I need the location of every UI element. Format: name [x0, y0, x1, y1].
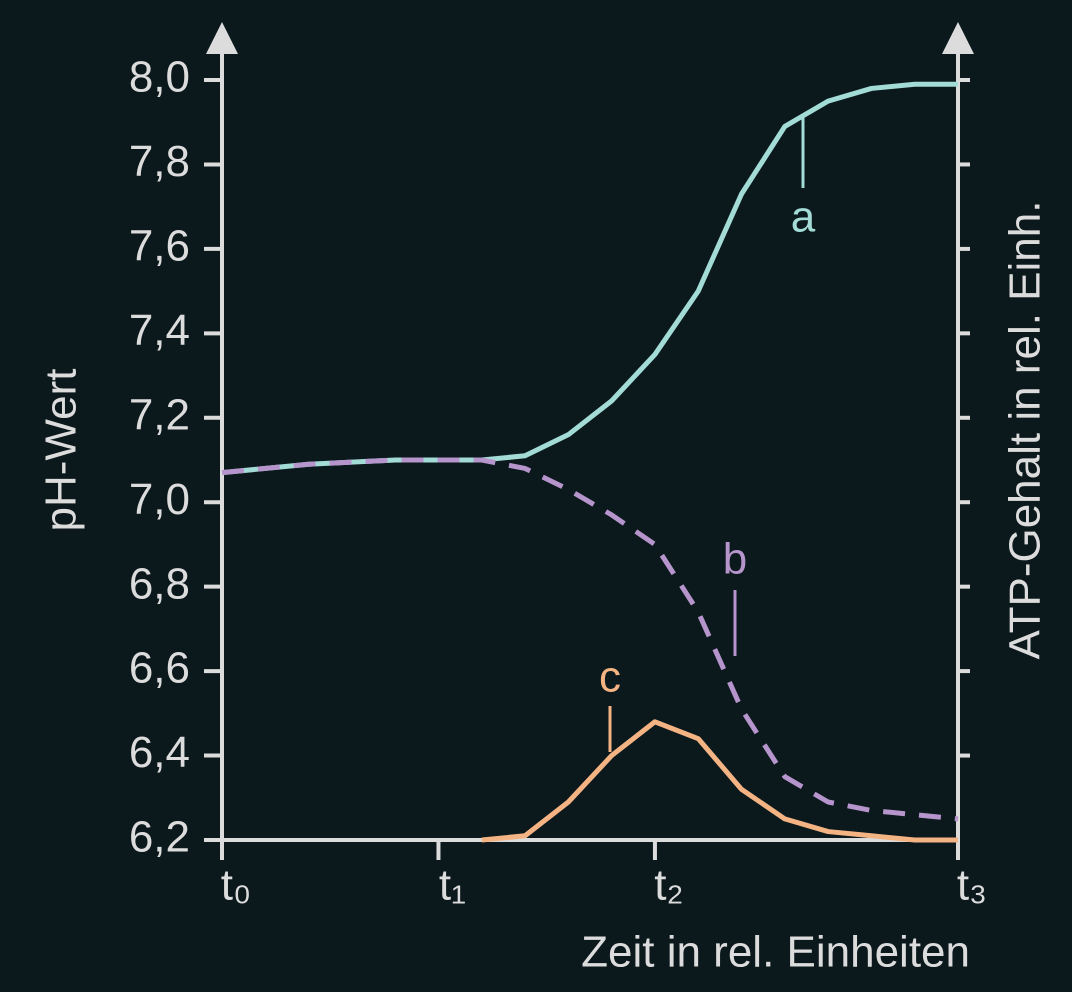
x-tick-label: t₀	[221, 861, 252, 910]
y-tick-label: 8,0	[129, 53, 190, 102]
y-tick-label: 6,4	[129, 728, 190, 777]
y-tick-label: 7,0	[129, 475, 190, 524]
y-tick-label: 6,6	[129, 644, 190, 693]
x-tick-label: t₃	[957, 861, 987, 910]
y2-axis-arrow	[942, 22, 974, 54]
y-axis-title: pH-Wert	[37, 369, 86, 532]
series-label: b	[723, 535, 747, 584]
y-tick-label: 7,6	[129, 222, 190, 271]
x-tick-label: t₂	[654, 861, 683, 910]
y2-axis-title: ATP-Gehalt in rel. Einh.	[1001, 201, 1050, 660]
x-axis-title: Zeit in rel. Einheiten	[581, 928, 970, 977]
y-axis-arrow	[206, 22, 238, 54]
y-tick-label: 6,2	[129, 813, 190, 862]
series-label: a	[791, 193, 816, 242]
series-line	[481, 719, 958, 843]
series-line	[221, 457, 959, 822]
x-tick-label: t₁	[439, 861, 466, 910]
y-tick-label: 7,4	[129, 306, 190, 355]
y-tick-label: 7,2	[129, 390, 190, 439]
y-tick-label: 6,8	[129, 559, 190, 608]
series-label: c	[599, 653, 621, 702]
y-tick-label: 7,8	[129, 137, 190, 186]
